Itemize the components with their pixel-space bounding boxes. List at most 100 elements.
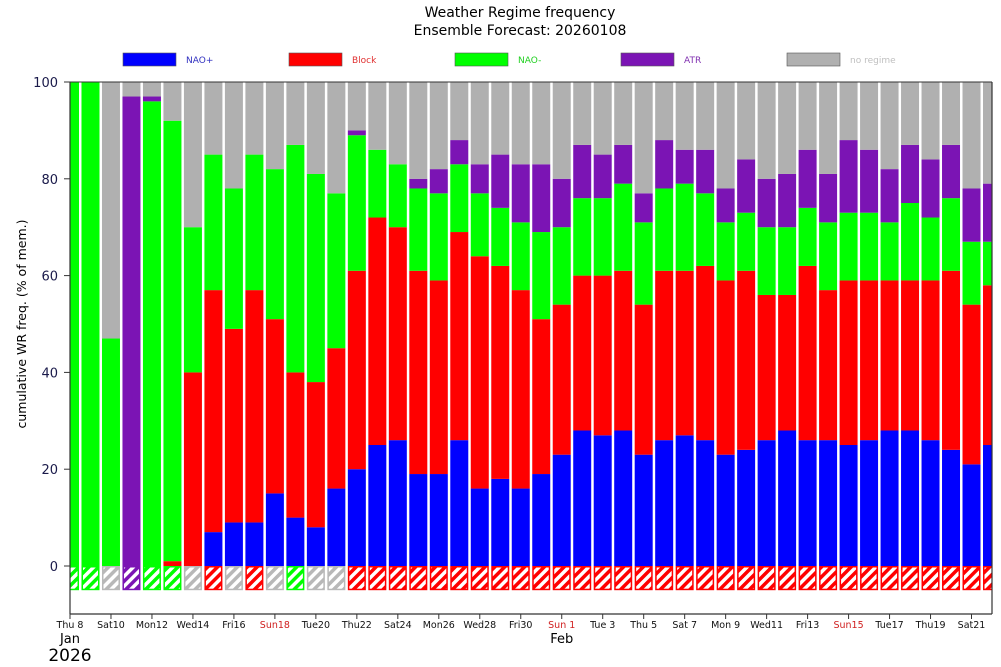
bar-segment-noregime xyxy=(942,82,961,145)
bar-segment-block xyxy=(368,217,387,445)
dominant-regime-box xyxy=(224,566,243,591)
bar-segment-atr xyxy=(819,173,838,223)
bar-segment-nao xyxy=(552,454,571,566)
x-tick-label: Thu 8 xyxy=(56,620,84,631)
bar-segment-atr xyxy=(798,149,817,208)
bar-segment-nao xyxy=(306,527,325,566)
bar-segment-block xyxy=(224,328,243,523)
bar-segment-noregime xyxy=(204,82,223,155)
dominant-regime-box xyxy=(921,566,940,591)
bar-segment-atr xyxy=(675,149,694,184)
bar-segment-nao xyxy=(593,435,612,566)
bar-segment-nao xyxy=(552,227,571,305)
bar-segment-nao xyxy=(860,212,879,281)
bar-segment-noregime xyxy=(450,82,469,141)
x-tick-label: Sat 7 xyxy=(672,620,697,631)
dominant-regime-box xyxy=(491,566,510,591)
bar-segment-nao xyxy=(778,430,797,566)
bar-segment-nao xyxy=(860,440,879,566)
y-tick-label: 0 xyxy=(50,560,58,575)
bar-segment-nao xyxy=(798,207,817,266)
bar-segment-atr xyxy=(716,188,735,223)
bar-segment-noregime xyxy=(696,82,715,150)
bar-segment-noregime xyxy=(962,82,981,189)
bar-segment-noregime xyxy=(737,82,756,160)
bar-segment-nao xyxy=(101,338,120,566)
bar-segment-nao xyxy=(245,154,264,291)
bar-segment-block xyxy=(860,280,879,441)
bar-segment-atr xyxy=(470,164,489,194)
bar-segment-nao xyxy=(737,212,756,271)
bar-segment-block xyxy=(675,270,694,436)
bar-segment-noregime xyxy=(860,82,879,150)
y-tick-label: 80 xyxy=(41,173,58,188)
bar-segment-block xyxy=(757,294,776,441)
bar-segment-noregime xyxy=(614,82,633,145)
bar-segment-atr xyxy=(634,193,653,223)
legend: NAO+ Block NAO- ATR no regime xyxy=(122,52,896,67)
bar-segment-atr xyxy=(347,130,366,136)
bar-segment-block xyxy=(962,304,981,465)
bar-segment-noregime xyxy=(491,82,510,155)
dominant-regime-box xyxy=(860,566,879,591)
bar-segment-atr xyxy=(122,96,141,567)
dominant-regime-box xyxy=(778,566,797,591)
dominant-regime-box xyxy=(839,566,858,591)
bar-segment-noregime xyxy=(983,82,992,184)
bar-segment-nao xyxy=(286,517,305,566)
bar-segment-atr xyxy=(593,154,612,199)
bar-segment-block xyxy=(798,265,817,441)
bar-segment-atr xyxy=(839,140,858,213)
bar-segment-atr xyxy=(429,169,448,194)
bar-segment-block xyxy=(347,270,366,470)
dominant-regime-box xyxy=(593,566,612,591)
bar-segment-nao xyxy=(532,474,551,566)
bar-segment-nao xyxy=(470,488,489,566)
bar-segment-noregime xyxy=(286,82,305,145)
bar-segment-atr xyxy=(142,96,161,102)
bar-segment-noregime xyxy=(265,82,284,170)
bar-segment-atr xyxy=(737,159,756,213)
bar-segment-nao xyxy=(327,193,346,349)
bar-segment-block xyxy=(286,372,305,518)
x-tick-label: Tue20 xyxy=(301,620,330,631)
bar-segment-nao xyxy=(655,188,674,271)
bar-segment-noregime xyxy=(901,82,920,145)
x-tick-label: Tue17 xyxy=(874,620,903,631)
bar-segment-block xyxy=(552,304,571,455)
x-tick-label: Sun18 xyxy=(260,620,290,631)
bar-segment-atr xyxy=(573,144,592,199)
bar-segment-noregime xyxy=(593,82,612,155)
bar-segment-nao xyxy=(880,430,899,566)
x-tick-label: Wed11 xyxy=(750,620,783,631)
bar-segment-noregime xyxy=(368,82,387,150)
bar-segment-nao xyxy=(983,445,992,566)
bar-segment-atr xyxy=(511,164,530,223)
dominant-regime-box xyxy=(306,566,325,591)
bar-segment-atr xyxy=(614,144,633,184)
dominant-regime-box xyxy=(757,566,776,591)
bar-segment-noregime xyxy=(552,82,571,179)
bar-segment-nao xyxy=(245,522,264,566)
x-tick-label: Sat24 xyxy=(384,620,412,631)
bar-segment-noregime xyxy=(880,82,899,170)
bar-segment-nao xyxy=(839,445,858,566)
bar-segment-nao xyxy=(163,120,182,562)
dominant-regime-box xyxy=(634,566,653,591)
bar-segment-nao xyxy=(573,430,592,566)
bar-segment-atr xyxy=(757,178,776,228)
dominant-regime-box xyxy=(552,566,571,591)
bar-segment-nao xyxy=(901,430,920,566)
bar-segment-block xyxy=(163,561,182,566)
bar-segment-nao xyxy=(942,198,961,271)
bar-segment-nao xyxy=(204,532,223,566)
bar-segment-nao xyxy=(921,217,940,281)
bar-segment-atr xyxy=(450,140,469,165)
bar-segment-block xyxy=(306,382,325,528)
bar-segment-noregime xyxy=(716,82,735,189)
bar-segment-noregime xyxy=(388,82,407,165)
bar-segment-nao xyxy=(470,193,489,257)
bar-segment-nao xyxy=(675,435,694,566)
bar-segment-nao xyxy=(327,488,346,566)
bar-segment-atr xyxy=(655,140,674,189)
